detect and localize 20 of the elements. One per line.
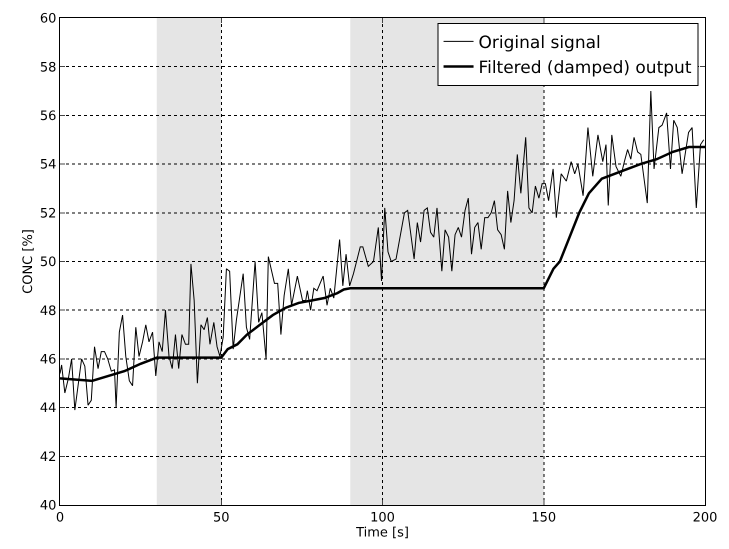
- y-tick-label: 40: [40, 498, 56, 514]
- x-tick-label: 200: [692, 510, 718, 526]
- y-tick-label: 54: [40, 158, 56, 173]
- x-tick-label: 50: [212, 510, 230, 526]
- y-axis-title: CONC [%]: [20, 229, 36, 294]
- x-tick-label: 150: [531, 510, 556, 526]
- y-tick-label: 44: [40, 401, 56, 416]
- x-tick-label: 100: [370, 510, 395, 526]
- x-tick-label: 0: [56, 510, 64, 526]
- y-tick-label: 48: [40, 304, 56, 319]
- y-tick-label: 60: [40, 12, 56, 27]
- legend-label: Original signal: [478, 33, 601, 54]
- y-tick-label: 52: [40, 206, 56, 222]
- y-tick-label: 50: [40, 255, 56, 270]
- y-tick-label: 56: [40, 108, 56, 124]
- x-axis-title: Time [s]: [355, 526, 409, 541]
- legend-label: Filtered (damped) output: [478, 58, 692, 78]
- y-tick-label: 46: [40, 352, 56, 368]
- y-tick-label: 58: [40, 60, 56, 76]
- y-tick-label: 42: [40, 450, 56, 465]
